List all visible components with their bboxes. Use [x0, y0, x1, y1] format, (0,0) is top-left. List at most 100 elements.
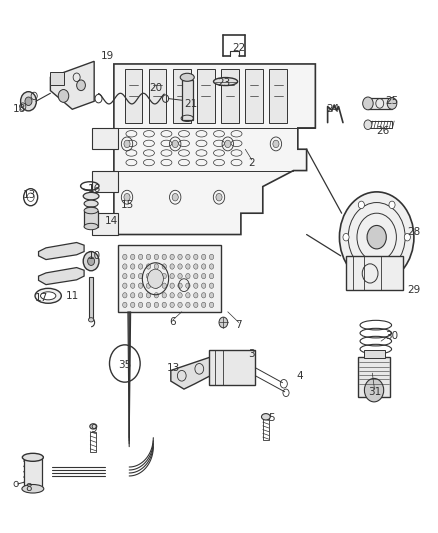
Circle shape	[172, 140, 178, 148]
Ellipse shape	[84, 207, 98, 214]
Ellipse shape	[22, 484, 44, 493]
Circle shape	[273, 140, 279, 148]
Circle shape	[146, 293, 151, 298]
Circle shape	[201, 283, 206, 288]
Circle shape	[186, 254, 190, 260]
Circle shape	[131, 254, 135, 260]
Circle shape	[194, 254, 198, 260]
Ellipse shape	[84, 223, 98, 230]
Circle shape	[170, 264, 174, 269]
Text: 16: 16	[88, 184, 101, 194]
Circle shape	[58, 90, 69, 102]
Circle shape	[209, 302, 214, 308]
Circle shape	[194, 293, 198, 298]
Bar	[89, 277, 93, 320]
Circle shape	[162, 283, 166, 288]
Circle shape	[209, 254, 214, 260]
Polygon shape	[171, 357, 210, 389]
Text: 30: 30	[385, 331, 399, 341]
Circle shape	[170, 254, 174, 260]
Circle shape	[178, 264, 182, 269]
Circle shape	[146, 264, 151, 269]
Circle shape	[123, 293, 127, 298]
Circle shape	[154, 302, 159, 308]
Bar	[92, 128, 118, 149]
Circle shape	[131, 273, 135, 279]
Circle shape	[201, 293, 206, 298]
Text: 2: 2	[248, 158, 255, 167]
Circle shape	[124, 140, 130, 148]
Circle shape	[88, 257, 95, 265]
Circle shape	[209, 264, 214, 269]
Circle shape	[154, 273, 159, 279]
Text: 21: 21	[184, 99, 197, 109]
Circle shape	[194, 264, 198, 269]
Bar	[368, 121, 392, 128]
Bar	[263, 418, 269, 440]
Circle shape	[146, 254, 151, 260]
Text: 4: 4	[297, 371, 304, 381]
Circle shape	[178, 283, 182, 288]
Circle shape	[178, 273, 182, 279]
Text: 20: 20	[149, 83, 162, 93]
Circle shape	[186, 264, 190, 269]
Ellipse shape	[22, 453, 43, 462]
Text: 10: 10	[88, 251, 101, 261]
Circle shape	[138, 273, 143, 279]
Circle shape	[219, 317, 228, 328]
Circle shape	[162, 302, 166, 308]
Circle shape	[124, 193, 130, 201]
Ellipse shape	[88, 318, 94, 322]
Bar	[182, 80, 193, 120]
Circle shape	[131, 293, 135, 298]
Circle shape	[178, 254, 182, 260]
Circle shape	[172, 193, 178, 201]
Bar	[358, 357, 390, 397]
Circle shape	[387, 98, 397, 109]
Text: 13: 13	[23, 190, 36, 199]
Text: 26: 26	[377, 126, 390, 135]
Bar	[118, 245, 221, 312]
Text: 31: 31	[368, 387, 381, 397]
Bar	[368, 98, 392, 109]
Circle shape	[201, 273, 206, 279]
Circle shape	[170, 302, 174, 308]
Circle shape	[21, 92, 36, 111]
Bar	[245, 69, 263, 123]
Circle shape	[146, 273, 151, 279]
Circle shape	[138, 254, 143, 260]
Text: 11: 11	[66, 291, 79, 301]
Circle shape	[201, 302, 206, 308]
Circle shape	[209, 283, 214, 288]
Circle shape	[194, 273, 198, 279]
Bar	[346, 256, 403, 290]
Circle shape	[364, 120, 372, 130]
Circle shape	[209, 273, 214, 279]
Bar	[269, 69, 287, 123]
Bar	[90, 432, 96, 452]
Circle shape	[201, 254, 206, 260]
Circle shape	[138, 302, 143, 308]
Circle shape	[123, 273, 127, 279]
Circle shape	[194, 283, 198, 288]
Text: 15: 15	[120, 200, 134, 210]
Text: 18: 18	[13, 104, 26, 114]
Circle shape	[389, 201, 395, 208]
Polygon shape	[50, 72, 64, 85]
Circle shape	[162, 264, 166, 269]
Circle shape	[138, 283, 143, 288]
Ellipse shape	[180, 74, 194, 82]
Ellipse shape	[85, 207, 97, 213]
Circle shape	[367, 225, 386, 249]
Circle shape	[123, 302, 127, 308]
Circle shape	[123, 254, 127, 260]
Text: 25: 25	[385, 96, 399, 106]
Text: 35: 35	[118, 360, 131, 370]
Circle shape	[123, 283, 127, 288]
Text: 29: 29	[407, 286, 420, 295]
Circle shape	[389, 266, 395, 273]
Circle shape	[404, 233, 410, 241]
Circle shape	[138, 293, 143, 298]
Ellipse shape	[90, 424, 97, 429]
Circle shape	[154, 283, 159, 288]
